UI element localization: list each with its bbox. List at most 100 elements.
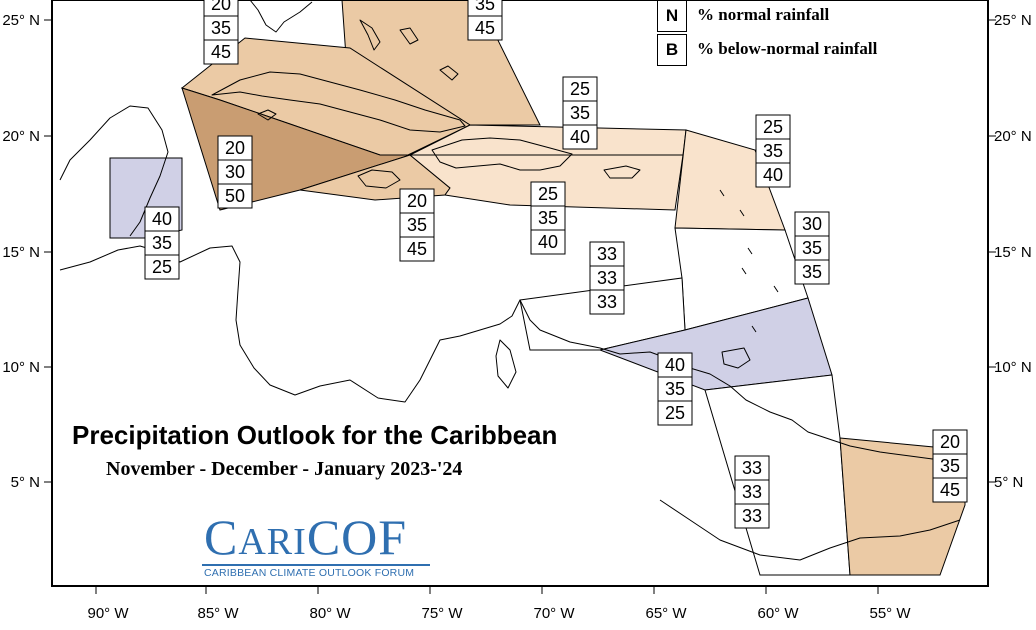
coast-puerto-rico bbox=[603, 165, 641, 179]
prob-value: 40 bbox=[665, 355, 685, 375]
prob-cell bbox=[530, 205, 566, 231]
prob-cell bbox=[399, 236, 435, 262]
latitude-axis-left: 25° N 20° N 15° N 10° N 5° N bbox=[2, 12, 52, 491]
prob-box-abc-islands: 33 33 33 bbox=[589, 241, 625, 315]
prob-value: 33 bbox=[597, 268, 617, 288]
prob-box-belize: 40 35 25 bbox=[144, 206, 180, 280]
prob-value: 35 bbox=[152, 233, 172, 253]
prob-value: 25 bbox=[538, 184, 558, 204]
prob-cell bbox=[657, 376, 693, 402]
prob-value: 33 bbox=[597, 292, 617, 312]
legend-row-normal: N % normal rainfall bbox=[657, 0, 957, 32]
prob-value: 20 bbox=[211, 0, 231, 14]
coast-cuba bbox=[211, 71, 466, 133]
prob-value: 33 bbox=[742, 482, 762, 502]
prob-cell bbox=[144, 230, 180, 256]
lat-label-right: 20° N bbox=[994, 128, 1032, 145]
prob-cell bbox=[589, 265, 625, 291]
coast-lake-maracaibo bbox=[495, 339, 517, 389]
prob-value: 45 bbox=[475, 18, 495, 38]
prob-value: 35 bbox=[475, 0, 495, 14]
prob-cell bbox=[794, 235, 830, 261]
lon-label: 70° W bbox=[533, 605, 575, 622]
coast-lesser-antilles bbox=[719, 189, 779, 333]
logo-wordmark: CARICOF bbox=[204, 509, 408, 565]
prob-cell bbox=[932, 477, 968, 503]
lat-label-right: 5° N bbox=[994, 474, 1023, 491]
prob-box-northern-leeward-islands: 25 35 40 bbox=[755, 114, 791, 188]
lon-label: 80° W bbox=[309, 605, 351, 622]
map-title: Precipitation Outlook for the Caribbean bbox=[72, 420, 558, 450]
lon-label: 75° W bbox=[421, 605, 463, 622]
prob-cell bbox=[530, 229, 566, 255]
prob-value: 20 bbox=[407, 191, 427, 211]
prob-cell bbox=[562, 124, 598, 150]
prob-box-cayman-islands: 20 30 50 bbox=[217, 135, 253, 209]
prob-cell bbox=[530, 181, 566, 207]
coast-yucatan bbox=[59, 105, 169, 237]
prob-cell bbox=[217, 135, 253, 161]
prob-box-suriname-and-french-guiana: 20 35 45 bbox=[932, 429, 968, 503]
lon-label: 55° W bbox=[869, 605, 911, 622]
prob-cell bbox=[467, 15, 503, 41]
prob-value: 40 bbox=[538, 232, 558, 252]
zone-guyana bbox=[704, 374, 851, 576]
prob-value: 25 bbox=[665, 403, 685, 423]
prob-value: 40 bbox=[152, 209, 172, 229]
coast-florida bbox=[249, 0, 313, 33]
prob-value: 33 bbox=[742, 506, 762, 526]
coast-central-america bbox=[59, 245, 521, 403]
prob-value: 20 bbox=[940, 432, 960, 452]
prob-cell bbox=[144, 206, 180, 232]
prob-cell bbox=[589, 289, 625, 315]
lat-label-left: 20° N bbox=[2, 128, 40, 145]
legend-key-below: B bbox=[657, 34, 687, 66]
prob-box-trinidad-and-tobago: 40 35 25 bbox=[657, 352, 693, 426]
prob-cell bbox=[734, 503, 770, 529]
prob-value: 35 bbox=[570, 103, 590, 123]
coast-trinidad bbox=[721, 347, 751, 369]
prob-value: 35 bbox=[538, 208, 558, 228]
lon-label: 60° W bbox=[757, 605, 799, 622]
prob-cell bbox=[203, 15, 239, 41]
logo-tagline: CARIBBEAN CLIMATE OUTLOOK FORUM bbox=[204, 567, 415, 579]
prob-value: 33 bbox=[742, 458, 762, 478]
coast-bahamas-3 bbox=[439, 65, 459, 81]
prob-cell bbox=[734, 479, 770, 505]
prob-box-guyana: 33 33 33 bbox=[734, 455, 770, 529]
prob-box-hispaniola-and-puerto-rico: 25 35 40 bbox=[530, 181, 566, 255]
lat-label-left: 5° N bbox=[11, 474, 40, 491]
prob-value: 45 bbox=[407, 239, 427, 259]
prob-value: 35 bbox=[665, 379, 685, 399]
lat-label-left: 25° N bbox=[2, 12, 40, 29]
prob-box-cuba: 20 35 45 bbox=[203, 0, 239, 65]
lat-label-left: 10° N bbox=[2, 359, 40, 376]
lat-label-right: 10° N bbox=[994, 359, 1032, 376]
legend-row-below: B % below-normal rainfall bbox=[657, 34, 957, 66]
prob-value: 35 bbox=[211, 18, 231, 38]
lat-label-right: 25° N bbox=[994, 12, 1032, 29]
prob-cell bbox=[217, 183, 253, 209]
prob-value: 25 bbox=[152, 257, 172, 277]
prob-value: 45 bbox=[940, 480, 960, 500]
lat-label-right: 15° N bbox=[994, 244, 1032, 261]
prob-value: 30 bbox=[802, 214, 822, 234]
coast-inland-guianas bbox=[659, 499, 961, 561]
prob-value: 40 bbox=[763, 165, 783, 185]
prob-value: 25 bbox=[763, 117, 783, 137]
coast-hispaniola bbox=[431, 137, 573, 171]
prob-value: 25 bbox=[570, 79, 590, 99]
prob-cell bbox=[932, 429, 968, 455]
prob-cell bbox=[755, 114, 791, 140]
coast-isla-juventud bbox=[257, 109, 277, 121]
prob-value: 20 bbox=[225, 138, 245, 158]
prob-value: 35 bbox=[940, 456, 960, 476]
prob-cell bbox=[657, 400, 693, 426]
prob-value: 30 bbox=[225, 162, 245, 182]
latitude-axis-right: 25° N 20° N 15° N 10° N 5° N bbox=[988, 12, 1032, 491]
lon-label: 90° W bbox=[87, 605, 129, 622]
coast-jamaica bbox=[357, 169, 401, 189]
